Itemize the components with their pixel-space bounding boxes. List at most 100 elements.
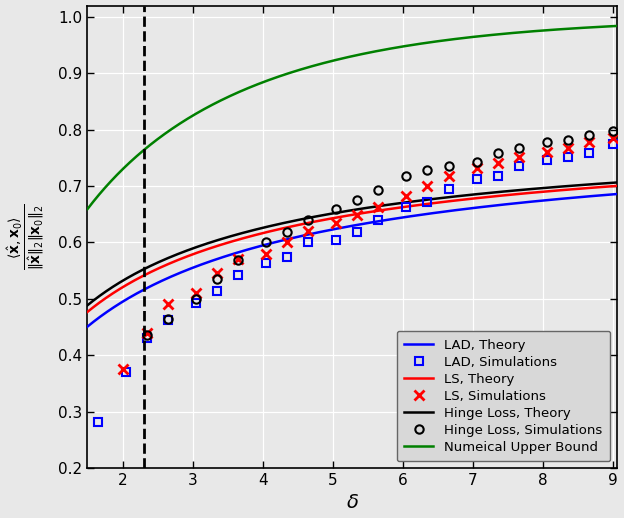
LS, Simulations xyxy=(119,366,126,372)
LAD, Simulations xyxy=(585,150,592,156)
LAD, Theory xyxy=(317,229,324,235)
Hinge Loss, Simulations xyxy=(374,187,382,193)
Hinge Loss, Simulations xyxy=(164,315,172,322)
LAD, Simulations xyxy=(374,217,382,223)
Hinge Loss, Simulations xyxy=(494,150,501,156)
LS, Theory xyxy=(84,309,91,315)
LS, Theory xyxy=(447,198,455,204)
LAD, Theory xyxy=(447,208,455,214)
Hinge Loss, Theory xyxy=(84,302,91,308)
LAD, Simulations xyxy=(305,239,312,246)
Hinge Loss, Simulations xyxy=(354,197,361,203)
Hinge Loss, Theory xyxy=(497,189,504,195)
LS, Simulations xyxy=(585,139,592,145)
LAD, Simulations xyxy=(235,271,242,278)
LS, Simulations xyxy=(305,228,312,234)
LS, Simulations xyxy=(213,270,221,277)
LS, Simulations xyxy=(515,154,522,160)
Hinge Loss, Simulations xyxy=(473,159,480,165)
LAD, Simulations xyxy=(543,156,550,163)
Hinge Loss, Simulations xyxy=(585,132,592,138)
LAD, Simulations xyxy=(283,253,291,260)
Hinge Loss, Simulations xyxy=(144,333,151,339)
LAD, Theory xyxy=(506,201,514,207)
Numeical Upper Bound xyxy=(447,36,455,42)
Line: LAD, Simulations: LAD, Simulations xyxy=(94,139,617,426)
Hinge Loss, Theory xyxy=(506,188,514,194)
Legend: LAD, Theory, LAD, Simulations, LS, Theory, LS, Simulations, Hinge Loss, Theory, : LAD, Theory, LAD, Simulations, LS, Theor… xyxy=(396,331,610,462)
X-axis label: $\delta$: $\delta$ xyxy=(346,494,359,512)
Numeical Upper Bound xyxy=(317,61,324,67)
LAD, Simulations xyxy=(354,229,361,235)
LS, Simulations xyxy=(445,173,452,179)
LAD, Theory xyxy=(298,233,305,239)
Hinge Loss, Theory xyxy=(298,216,305,222)
LS, Theory xyxy=(613,183,620,189)
Hinge Loss, Simulations xyxy=(283,229,291,235)
Hinge Loss, Theory xyxy=(613,179,620,185)
LS, Simulations xyxy=(374,205,382,211)
Hinge Loss, Theory xyxy=(138,267,145,274)
Numeical Upper Bound xyxy=(613,23,620,29)
Line: LS, Simulations: LS, Simulations xyxy=(118,133,618,374)
LAD, Simulations xyxy=(445,186,452,192)
Hinge Loss, Simulations xyxy=(333,206,340,212)
LAD, Theory xyxy=(613,191,620,197)
Numeical Upper Bound xyxy=(506,30,514,36)
Line: Numeical Upper Bound: Numeical Upper Bound xyxy=(87,26,617,209)
LS, Simulations xyxy=(424,183,431,189)
Hinge Loss, Simulations xyxy=(515,145,522,151)
Hinge Loss, Simulations xyxy=(235,257,242,264)
LAD, Simulations xyxy=(333,237,340,243)
LAD, Theory xyxy=(84,324,91,330)
Hinge Loss, Theory xyxy=(447,194,455,200)
Numeical Upper Bound xyxy=(138,149,145,155)
LAD, Simulations xyxy=(192,300,200,306)
Line: Hinge Loss, Simulations: Hinge Loss, Simulations xyxy=(143,126,617,340)
Hinge Loss, Simulations xyxy=(305,217,312,223)
LS, Simulations xyxy=(354,212,361,219)
LAD, Theory xyxy=(497,202,504,208)
Numeical Upper Bound xyxy=(497,31,504,37)
LAD, Simulations xyxy=(263,260,270,266)
LS, Simulations xyxy=(263,251,270,257)
LAD, Simulations xyxy=(122,369,130,375)
LS, Theory xyxy=(506,192,514,198)
Hinge Loss, Simulations xyxy=(263,239,270,246)
LAD, Simulations xyxy=(94,419,102,425)
Numeical Upper Bound xyxy=(84,206,91,212)
Line: LS, Theory: LS, Theory xyxy=(87,186,617,312)
LAD, Simulations xyxy=(213,289,221,295)
LAD, Simulations xyxy=(564,154,572,160)
LS, Simulations xyxy=(494,161,501,167)
Hinge Loss, Simulations xyxy=(543,139,550,145)
Line: Hinge Loss, Theory: Hinge Loss, Theory xyxy=(87,182,617,305)
LS, Simulations xyxy=(192,290,200,296)
LS, Simulations xyxy=(283,239,291,246)
LS, Theory xyxy=(497,193,504,199)
Numeical Upper Bound xyxy=(298,66,305,73)
LS, Simulations xyxy=(144,329,151,336)
Line: LAD, Theory: LAD, Theory xyxy=(87,194,617,327)
LAD, Simulations xyxy=(515,163,522,169)
Hinge Loss, Theory xyxy=(317,212,324,219)
LS, Simulations xyxy=(333,220,340,226)
LS, Simulations xyxy=(610,135,617,141)
LS, Simulations xyxy=(564,145,572,151)
Hinge Loss, Simulations xyxy=(564,137,572,143)
LS, Simulations xyxy=(164,301,172,308)
LS, Simulations xyxy=(402,193,410,199)
LS, Simulations xyxy=(543,149,550,155)
Hinge Loss, Simulations xyxy=(445,163,452,169)
LAD, Simulations xyxy=(144,335,151,341)
LAD, Simulations xyxy=(424,199,431,205)
Y-axis label: $\frac{\langle \hat{\mathbf{x}}, \mathbf{x}_0 \rangle}{\|\hat{\mathbf{x}}\|_2 \|: $\frac{\langle \hat{\mathbf{x}}, \mathbf… xyxy=(6,204,47,270)
Hinge Loss, Simulations xyxy=(402,173,410,179)
LS, Theory xyxy=(298,221,305,227)
Hinge Loss, Simulations xyxy=(213,276,221,282)
LAD, Simulations xyxy=(494,173,501,179)
LAD, Simulations xyxy=(402,205,410,211)
LAD, Simulations xyxy=(164,317,172,323)
LS, Simulations xyxy=(235,256,242,263)
LS, Theory xyxy=(138,274,145,280)
